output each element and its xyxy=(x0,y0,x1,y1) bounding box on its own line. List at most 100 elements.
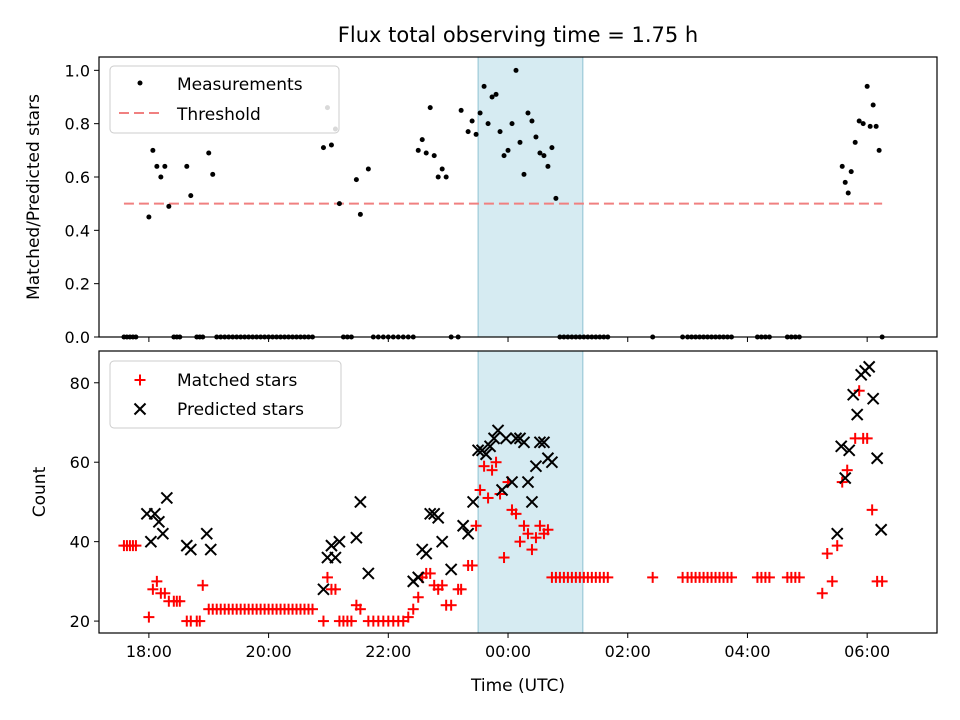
x-tick-label: 00:00 xyxy=(485,642,531,661)
matched-point xyxy=(530,532,542,544)
matched-point xyxy=(763,571,775,583)
matched-point xyxy=(602,571,614,583)
measurement-point xyxy=(541,153,547,159)
ratio-legend: Measurements Threshold xyxy=(109,65,340,134)
count-legend-box xyxy=(109,360,342,429)
measurement-point xyxy=(431,153,437,159)
matched-point xyxy=(518,520,530,532)
x-tick-label: 18:00 xyxy=(126,642,172,661)
x-stroke xyxy=(495,483,509,497)
x-tick-label: 04:00 xyxy=(724,642,770,661)
predicted-point xyxy=(545,456,559,469)
x-stroke xyxy=(517,436,531,449)
matched-point xyxy=(510,508,522,520)
x-stroke xyxy=(444,563,458,576)
matched-point xyxy=(436,579,448,591)
legend-predicted-marker xyxy=(133,402,147,416)
matched-point xyxy=(486,464,498,476)
matched-point xyxy=(853,385,865,397)
count-panel: 20 40 60 80 18:00 20:00 22:00 00:00 02:00 04:00 0… xyxy=(30,350,938,696)
matched-point xyxy=(861,432,873,444)
measurement-point xyxy=(210,171,216,177)
count-panel-frame xyxy=(98,350,938,634)
measurement-point xyxy=(537,150,543,156)
measurement-point xyxy=(328,142,334,148)
predicted-point xyxy=(466,495,480,509)
predicted-point xyxy=(444,563,458,576)
predicted-point xyxy=(533,436,547,449)
x-stroke xyxy=(866,392,880,405)
measurement-point xyxy=(465,129,471,135)
y-tick-label: 1.0 xyxy=(65,61,90,80)
matched-point xyxy=(143,611,155,623)
predicted-point xyxy=(431,511,445,525)
predicted-point xyxy=(412,571,425,584)
predicted-point xyxy=(204,543,217,556)
x-stroke xyxy=(870,452,884,465)
predicted-point xyxy=(424,507,437,521)
measurement-point xyxy=(188,193,194,199)
matched-point xyxy=(317,615,329,627)
x-stroke xyxy=(329,551,342,564)
matched-point xyxy=(329,583,341,595)
x-stroke xyxy=(160,491,174,505)
matched-point xyxy=(542,524,554,536)
x-stroke xyxy=(156,527,170,540)
x-stroke xyxy=(412,571,425,584)
chart-title: Flux total observing time = 1.75 h xyxy=(338,23,698,47)
matched-point xyxy=(876,575,888,587)
predicted-point xyxy=(487,432,501,445)
measurement-point xyxy=(867,123,873,129)
measurement-point xyxy=(423,150,429,156)
measurement-point xyxy=(166,203,172,209)
x-stroke xyxy=(435,535,449,548)
y-tick-label: 80 xyxy=(70,374,90,393)
measurement-point xyxy=(158,174,164,180)
matched-stars-series xyxy=(118,385,888,627)
measurement-point xyxy=(439,166,445,172)
predicted-point xyxy=(354,495,367,509)
measurement-point xyxy=(501,153,507,159)
x-stroke xyxy=(333,535,346,548)
predicted-point xyxy=(329,551,342,564)
x-stroke xyxy=(184,543,197,556)
matched-point xyxy=(478,460,490,472)
predicted-point xyxy=(184,543,197,556)
legend-measurements-marker xyxy=(137,80,143,86)
matched-point xyxy=(321,571,333,583)
measurement-point xyxy=(505,147,511,153)
measurement-point xyxy=(545,163,551,169)
predicted-point xyxy=(160,491,174,505)
y-tick-label: 0.6 xyxy=(65,168,90,187)
x-stroke xyxy=(499,432,513,445)
matched-point xyxy=(490,456,502,468)
predicted-point xyxy=(479,448,493,461)
measurement-point xyxy=(873,123,879,129)
x-stroke xyxy=(874,523,888,536)
measurement-point xyxy=(864,83,870,89)
x-stroke xyxy=(471,444,485,457)
predicted-point xyxy=(148,507,162,521)
matched-point xyxy=(725,571,737,583)
measurement-point xyxy=(860,121,866,127)
predicted-point xyxy=(843,444,856,457)
predicted-stars-series xyxy=(140,360,888,596)
predicted-point xyxy=(350,531,363,544)
matched-point xyxy=(816,587,828,599)
x-stroke xyxy=(835,440,848,453)
legend-matched-label: Matched stars xyxy=(177,371,297,391)
measurement-point xyxy=(848,169,854,175)
y-tick-label: 60 xyxy=(70,453,90,472)
measurement-point xyxy=(184,163,190,169)
predicted-point xyxy=(517,436,531,449)
ratio-x-ticks xyxy=(148,337,868,342)
matched-point xyxy=(841,464,853,476)
x-stroke xyxy=(456,519,470,532)
count-y-ticks: 20 40 60 80 xyxy=(70,374,99,631)
ratio-y-ticks: 0.0 0.2 0.4 0.6 0.8 1.0 xyxy=(65,61,99,347)
measurement-point xyxy=(876,147,882,153)
matched-point xyxy=(412,591,424,603)
measurement-point xyxy=(320,145,326,151)
predicted-point xyxy=(333,535,346,548)
